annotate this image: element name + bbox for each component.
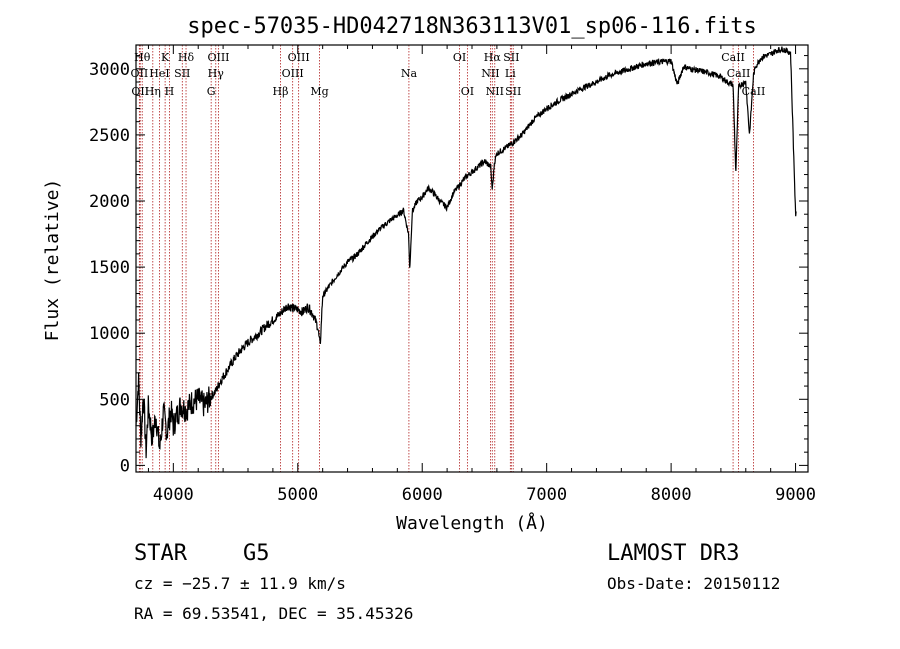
line-label: OII xyxy=(131,67,149,80)
line-label: K xyxy=(161,51,170,64)
observation-date: Obs-Date: 20150112 xyxy=(607,574,781,593)
x-tick-label: 6000 xyxy=(402,485,443,505)
x-tick-label: 8000 xyxy=(651,485,692,505)
y-tick-label: 2500 xyxy=(89,126,130,146)
line-label: Hθ xyxy=(134,51,151,64)
line-label: Hδ xyxy=(178,51,195,64)
line-label: Na xyxy=(401,67,418,80)
line-label: CaII xyxy=(727,67,751,80)
chart-title: spec-57035-HD042718N363113V01_sp06-116.f… xyxy=(187,14,757,39)
y-tick-label: 0 xyxy=(120,456,130,476)
line-labels: HθOIIOIIHηHeIKHSIIHδGHγOIIIHβOIIIOIIIMgN… xyxy=(131,51,766,98)
plot-frame xyxy=(135,44,809,473)
line-label: OIII xyxy=(288,51,310,64)
survey-name: LAMOST DR3 xyxy=(607,541,740,566)
line-label: H xyxy=(165,85,175,98)
y-tick-label: 2000 xyxy=(89,192,130,212)
spectrum-line xyxy=(135,46,797,459)
x-tick-label: 7000 xyxy=(526,485,567,505)
y-axis: 0 500 1000 1500 2000 2500 3000 xyxy=(89,55,808,476)
line-label: CaII xyxy=(742,85,766,98)
line-label: SII xyxy=(505,85,521,98)
coordinates: RA = 69.53541, DEC = 35.45326 xyxy=(134,604,414,623)
x-tick-label: 9000 xyxy=(775,485,816,505)
line-label: Mg xyxy=(310,85,328,98)
line-label: Hγ xyxy=(208,67,225,80)
y-tick-label: 1000 xyxy=(89,324,130,344)
line-label: SII xyxy=(503,51,519,64)
object-class: STAR xyxy=(134,541,187,566)
line-label: NII xyxy=(486,85,504,98)
line-label: SII xyxy=(174,67,190,80)
x-tick-label: 4000 xyxy=(153,485,194,505)
line-label: NII xyxy=(481,67,499,80)
redshift-cz: cz = −25.7 ± 11.9 km/s xyxy=(134,574,346,593)
y-tick-label: 500 xyxy=(99,390,130,410)
line-label: OIII xyxy=(282,67,304,80)
x-axis: 4000 5000 6000 7000 8000 9000 xyxy=(147,45,816,505)
line-label: HeI xyxy=(149,67,169,80)
line-label: G xyxy=(207,85,216,98)
y-tick-label: 1500 xyxy=(89,258,130,278)
y-tick-label: 3000 xyxy=(89,60,130,80)
x-tick-label: 5000 xyxy=(277,485,318,505)
line-label: OIII xyxy=(207,51,229,64)
x-axis-label: Wavelength (Å) xyxy=(396,512,548,534)
y-axis-label: Flux (relative) xyxy=(42,179,63,342)
line-label: Hα xyxy=(484,51,502,64)
line-markers xyxy=(138,45,754,472)
line-label: Li xyxy=(505,67,516,80)
line-label: OI xyxy=(461,85,474,98)
line-label: CaII xyxy=(721,51,745,64)
line-label: Hβ xyxy=(273,85,289,98)
line-label: Hη xyxy=(145,85,161,98)
line-label: OI xyxy=(453,51,466,64)
spectral-subclass: G5 xyxy=(243,541,270,566)
